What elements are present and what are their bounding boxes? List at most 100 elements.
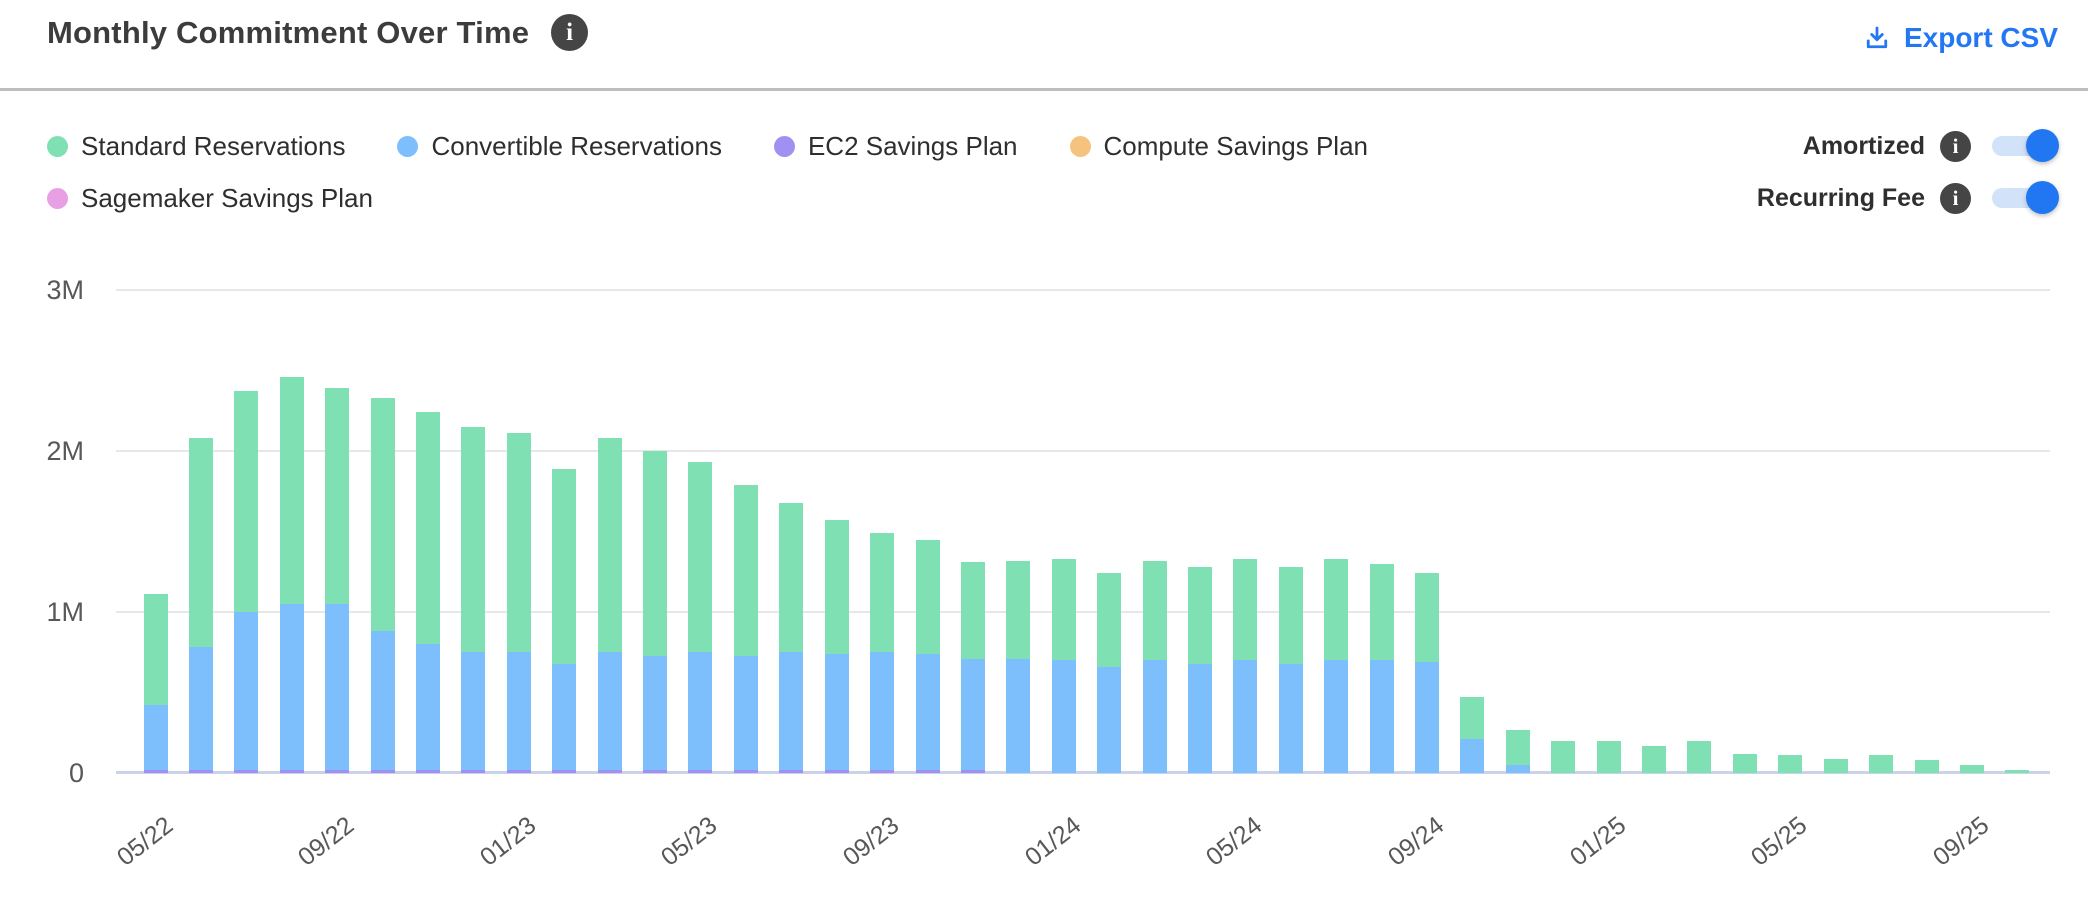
x-axis-label-01/25: 01/25 xyxy=(1564,811,1631,872)
x-axis-label-01/24: 01/24 xyxy=(1019,811,1086,872)
segment-convertible-reservations xyxy=(1278,663,1303,773)
segment-convertible-reservations xyxy=(325,604,350,770)
segment-convertible-reservations xyxy=(506,652,531,770)
segment-standard-reservations xyxy=(1596,740,1621,773)
segment-standard-reservations xyxy=(461,426,486,653)
segment-convertible-reservations xyxy=(915,653,940,770)
segment-standard-reservations xyxy=(1142,560,1167,661)
amortized-toggle-row: Amortized i xyxy=(1803,129,2062,163)
segment-ec2-savings-plan xyxy=(234,769,259,773)
segment-standard-reservations xyxy=(824,520,849,654)
legend-item-label: Standard Reservations xyxy=(81,131,346,161)
x-axis-label-09/25: 09/25 xyxy=(1927,811,1995,872)
amortized-toggle[interactable] xyxy=(1992,129,2059,162)
download-icon xyxy=(1863,24,1891,52)
segment-ec2-savings-plan xyxy=(824,769,849,773)
segment-ec2-savings-plan xyxy=(416,769,440,773)
y-tick-3m: 3M xyxy=(46,275,84,305)
segment-convertible-reservations xyxy=(1324,660,1349,773)
segment-standard-reservations xyxy=(779,502,804,653)
gridline-2m xyxy=(116,450,2050,452)
amortized-info-icon[interactable]: i xyxy=(1940,130,1971,162)
segment-convertible-reservations xyxy=(779,652,804,770)
x-axis-line xyxy=(116,771,2050,774)
segment-convertible-reservations xyxy=(279,604,304,770)
segment-standard-reservations xyxy=(1051,558,1076,661)
legend-item-sagemaker-savings-plan[interactable]: Sagemaker Savings Plan xyxy=(47,183,373,214)
segment-ec2-savings-plan xyxy=(960,769,985,773)
legend-item-standard-reservations[interactable]: Standard Reservations xyxy=(47,131,345,162)
y-tick-0: 0 xyxy=(68,758,84,788)
legend-item-label: Compute Savings Plan xyxy=(1103,131,1368,161)
segment-standard-reservations xyxy=(1097,573,1122,667)
segment-standard-reservations xyxy=(870,533,895,653)
segment-standard-reservations xyxy=(1369,563,1394,661)
legend-dot-icon xyxy=(47,136,68,157)
legend-item-compute-savings-plan[interactable]: Compute Savings Plan xyxy=(1069,131,1368,162)
title-info-icon[interactable]: i xyxy=(551,14,589,51)
segment-convertible-reservations xyxy=(870,652,895,770)
segment-standard-reservations xyxy=(234,391,259,612)
segment-convertible-reservations xyxy=(1187,663,1212,773)
segment-convertible-reservations xyxy=(1415,661,1439,773)
segment-standard-reservations xyxy=(1233,558,1258,661)
card-header: Monthly Commitment Over Time i Export CS… xyxy=(0,0,2088,88)
x-axis-label-01/23: 01/23 xyxy=(474,811,542,872)
x-axis-label-05/24: 05/24 xyxy=(1201,811,1268,872)
legend-item-label: EC2 Savings Plan xyxy=(807,131,1018,161)
segment-standard-reservations xyxy=(1278,566,1303,664)
recurring-fee-toggle[interactable] xyxy=(1992,181,2059,214)
export-csv-button[interactable]: Export CSV xyxy=(1863,22,2058,54)
segment-standard-reservations xyxy=(1732,753,1757,773)
segment-ec2-savings-plan xyxy=(870,769,895,773)
segment-standard-reservations xyxy=(915,539,940,654)
segment-convertible-reservations xyxy=(1369,660,1394,773)
segment-ec2-savings-plan xyxy=(643,769,667,773)
segment-standard-reservations xyxy=(279,376,304,604)
export-csv-label: Export CSV xyxy=(1903,22,2058,53)
recurring-fee-info-icon[interactable]: i xyxy=(1940,182,1971,214)
segment-convertible-reservations xyxy=(733,655,758,770)
recurring-fee-label: Recurring Fee xyxy=(1756,183,1925,212)
segment-standard-reservations xyxy=(1914,760,1939,773)
segment-standard-reservations xyxy=(143,594,168,706)
segment-standard-reservations xyxy=(370,397,395,632)
header-divider xyxy=(0,88,2088,91)
segment-standard-reservations xyxy=(960,562,985,659)
gridline-1m xyxy=(116,611,2050,613)
segment-convertible-reservations xyxy=(1233,660,1258,773)
segment-standard-reservations xyxy=(325,388,350,604)
page-title: Monthly Commitment Over Time xyxy=(47,14,530,50)
segment-convertible-reservations xyxy=(1142,660,1167,773)
toggle-knob xyxy=(2026,181,2059,214)
segment-standard-reservations xyxy=(1823,758,1848,773)
segment-ec2-savings-plan xyxy=(915,769,940,773)
segment-ec2-savings-plan xyxy=(279,769,304,773)
segment-ec2-savings-plan xyxy=(143,769,168,773)
segment-standard-reservations xyxy=(1187,566,1212,664)
segment-standard-reservations xyxy=(1006,560,1031,659)
segment-standard-reservations xyxy=(1642,745,1666,773)
legend-item-label: Convertible Reservations xyxy=(431,131,722,161)
segment-convertible-reservations xyxy=(234,612,259,770)
segment-convertible-reservations xyxy=(188,647,213,770)
recurring-fee-toggle-row: Recurring Fee i xyxy=(1757,181,2062,215)
toggle-panel: Amortized i Recurring Fee i xyxy=(1757,129,2062,215)
legend-dot-icon xyxy=(773,136,795,157)
segment-standard-reservations xyxy=(1687,740,1712,773)
segment-convertible-reservations xyxy=(1097,666,1122,773)
segment-ec2-savings-plan xyxy=(552,769,577,773)
legend-item-convertible-reservations[interactable]: Convertible Reservations xyxy=(397,131,722,162)
segment-standard-reservations xyxy=(506,433,531,653)
segment-convertible-reservations xyxy=(960,658,985,770)
segment-convertible-reservations xyxy=(1051,660,1076,773)
segment-convertible-reservations xyxy=(416,644,440,770)
segment-ec2-savings-plan xyxy=(325,769,350,773)
segment-convertible-reservations xyxy=(370,631,395,770)
segment-standard-reservations xyxy=(1959,764,1984,773)
x-axis-label-09/24: 09/24 xyxy=(1382,811,1450,872)
legend-item-ec2-savings-plan[interactable]: EC2 Savings Plan xyxy=(773,131,1018,162)
segment-standard-reservations xyxy=(643,451,667,656)
segment-convertible-reservations xyxy=(643,655,667,770)
